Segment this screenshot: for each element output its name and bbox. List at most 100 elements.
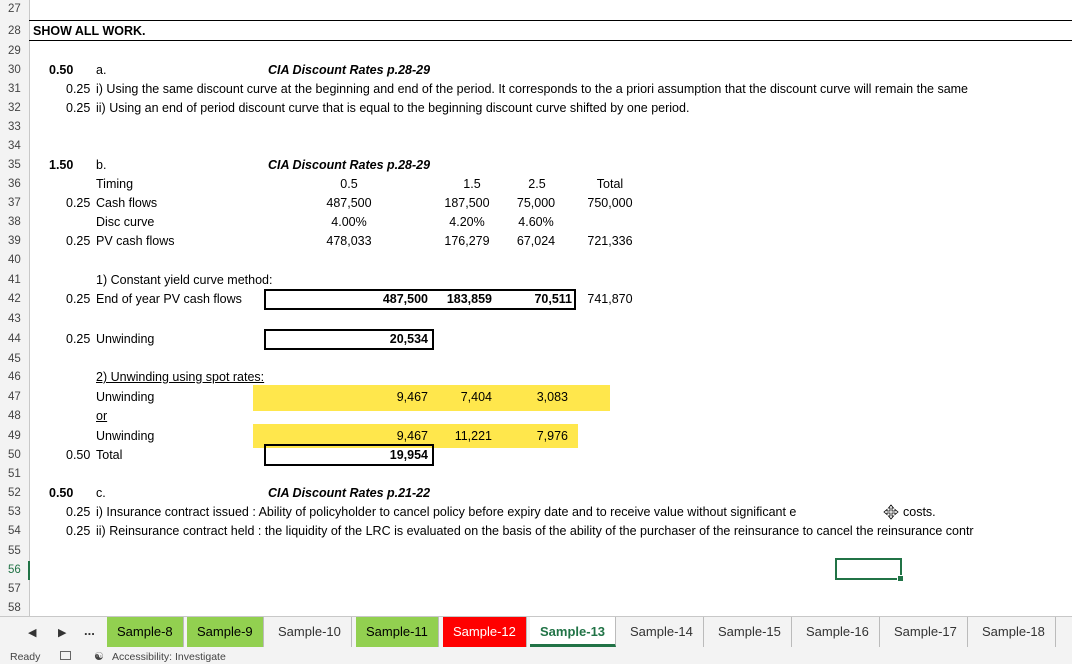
status-ready: Ready bbox=[10, 651, 41, 663]
part-letter: b. bbox=[96, 158, 107, 172]
value-cell: 3,083 bbox=[536, 390, 568, 404]
answer-text: ii) Reinsurance contract held : the liqu… bbox=[96, 524, 974, 538]
row-header[interactable]: 39 bbox=[8, 235, 21, 247]
row-header[interactable]: 49 bbox=[8, 430, 21, 442]
tab-sample-15[interactable]: Sample-15 bbox=[708, 617, 792, 647]
row-header[interactable]: 46 bbox=[8, 371, 21, 383]
row-header[interactable]: 29 bbox=[8, 45, 21, 57]
value-cell: 721,336 bbox=[587, 234, 633, 248]
row-header[interactable]: 43 bbox=[8, 313, 21, 325]
value-cell: 741,870 bbox=[587, 292, 633, 306]
value-cell: 187,500 bbox=[444, 196, 490, 210]
row-header[interactable]: 30 bbox=[8, 64, 21, 76]
tab-sample-17[interactable]: Sample-17 bbox=[884, 617, 968, 647]
row-header[interactable]: 53 bbox=[8, 506, 21, 518]
tab-sample-16[interactable]: Sample-16 bbox=[796, 617, 880, 647]
tab-sample-9[interactable]: Sample-9 bbox=[187, 617, 264, 647]
answer-text: ii) Using an end of period discount curv… bbox=[96, 101, 690, 115]
more-tabs-button[interactable]: ... bbox=[84, 623, 95, 638]
value-cell: 4.00% bbox=[331, 215, 367, 229]
row-header[interactable]: 38 bbox=[8, 216, 21, 228]
value-cell: 4.60% bbox=[518, 215, 554, 229]
row-header[interactable]: 51 bbox=[8, 468, 21, 480]
tab-sample-18[interactable]: Sample-18 bbox=[972, 617, 1056, 647]
row-header[interactable]: 57 bbox=[8, 583, 21, 595]
chevron-right-icon[interactable]: ▶ bbox=[58, 627, 67, 639]
row-header[interactable]: 41 bbox=[8, 274, 21, 286]
answer-text: i) Using the same discount curve at the … bbox=[96, 82, 969, 96]
boxed-cell bbox=[264, 444, 434, 466]
value-cell: 176,279 bbox=[444, 234, 490, 248]
value-cell: Total bbox=[596, 177, 624, 191]
accessibility-status[interactable]: Accessibility: Investigate bbox=[112, 651, 226, 663]
spreadsheet-grid[interactable]: 27 28 29 30 31 32 33 34 35 36 37 38 39 40 41 42 43 44 45 46… bbox=[0, 0, 1072, 616]
highlight-band bbox=[253, 385, 610, 411]
value-cell: 75,000 bbox=[516, 196, 556, 210]
points-cell: 0.50 bbox=[66, 448, 91, 462]
row-header[interactable]: 58 bbox=[8, 602, 21, 614]
row-header[interactable]: 40 bbox=[8, 254, 21, 266]
accessibility-icon: ☯ bbox=[94, 651, 104, 663]
value-cell: 478,033 bbox=[326, 234, 372, 248]
row-header[interactable]: 32 bbox=[8, 102, 21, 114]
row-header[interactable]: 36 bbox=[8, 178, 21, 190]
row-header[interactable]: 28 bbox=[8, 25, 21, 37]
border-line-section bbox=[29, 40, 1072, 41]
boxed-cell bbox=[264, 329, 434, 350]
value-cell: 19,954 bbox=[389, 448, 428, 462]
row-header[interactable]: 37 bbox=[8, 197, 21, 209]
reference-cell: CIA Discount Rates p.28-29 bbox=[268, 158, 431, 172]
tab-sample-13[interactable]: Sample-13 bbox=[530, 617, 617, 647]
value-cell: 750,000 bbox=[587, 196, 633, 210]
value-cell: 67,024 bbox=[516, 234, 556, 248]
points-cell: 0.25 bbox=[66, 196, 91, 210]
row-header[interactable]: 48 bbox=[8, 410, 21, 422]
value-cell: 20,534 bbox=[389, 332, 428, 346]
row-label: PV cash flows bbox=[96, 234, 175, 248]
tab-sample-14[interactable]: Sample-14 bbox=[620, 617, 704, 647]
sheet-tab-bar: ◀ ▶ ... Sample-8 Sample-9 Sample-10 Samp… bbox=[0, 616, 1072, 651]
row-header[interactable]: 31 bbox=[8, 83, 21, 95]
row-label: Disc curve bbox=[96, 215, 155, 229]
value-cell: 487,500 bbox=[326, 196, 372, 210]
points-cell: 0.50 bbox=[49, 63, 74, 77]
row-label: Unwinding bbox=[96, 390, 155, 404]
points-cell: 0.25 bbox=[66, 101, 91, 115]
chevron-left-icon[interactable]: ◀ bbox=[28, 627, 37, 639]
row-header[interactable]: 47 bbox=[8, 391, 21, 403]
row-header[interactable]: 35 bbox=[8, 159, 21, 171]
points-cell: 1.50 bbox=[49, 158, 74, 172]
row-header[interactable]: 44 bbox=[8, 333, 21, 345]
row-header[interactable]: 34 bbox=[8, 140, 21, 152]
value-cell: 1.5 bbox=[463, 177, 481, 191]
row-label: End of year PV cash flows bbox=[96, 292, 242, 306]
row-header[interactable]: 52 bbox=[8, 487, 21, 499]
value-cell: 183,859 bbox=[446, 292, 492, 306]
show-all-work-heading: SHOW ALL WORK. bbox=[33, 24, 146, 38]
value-cell: 70,511 bbox=[534, 292, 572, 306]
tab-sample-11[interactable]: Sample-11 bbox=[356, 617, 439, 647]
row-header[interactable]: 27 bbox=[8, 3, 21, 15]
row-header[interactable]: 56 bbox=[0, 561, 30, 580]
value-cell: 7,976 bbox=[536, 429, 568, 443]
value-cell: 11,221 bbox=[454, 429, 492, 443]
macro-record-icon[interactable] bbox=[60, 651, 71, 660]
tab-sample-10[interactable]: Sample-10 bbox=[268, 617, 352, 647]
row-header[interactable]: 33 bbox=[8, 121, 21, 133]
answer-text: i) Insurance contract issued : Ability o… bbox=[96, 505, 797, 519]
value-cell: 9,467 bbox=[396, 390, 428, 404]
row-label: or bbox=[96, 409, 108, 423]
row-header[interactable]: 54 bbox=[8, 525, 21, 537]
value-cell: 487,500 bbox=[382, 292, 428, 306]
row-header[interactable]: 55 bbox=[8, 545, 21, 557]
tab-sample-8[interactable]: Sample-8 bbox=[107, 617, 184, 647]
row-header[interactable]: 45 bbox=[8, 353, 21, 365]
tab-sample-12[interactable]: Sample-12 bbox=[443, 617, 527, 647]
row-header[interactable]: 42 bbox=[8, 293, 21, 305]
section-label: 2) Unwinding using spot rates: bbox=[96, 370, 265, 384]
row-headers[interactable]: 27 28 29 30 31 32 33 34 35 36 37 38 39 40 41 42 43 44 45 46… bbox=[0, 0, 30, 616]
row-label: Unwinding bbox=[96, 429, 155, 443]
part-letter: a. bbox=[96, 63, 107, 77]
active-cell[interactable] bbox=[835, 558, 904, 582]
row-header[interactable]: 50 bbox=[8, 449, 21, 461]
